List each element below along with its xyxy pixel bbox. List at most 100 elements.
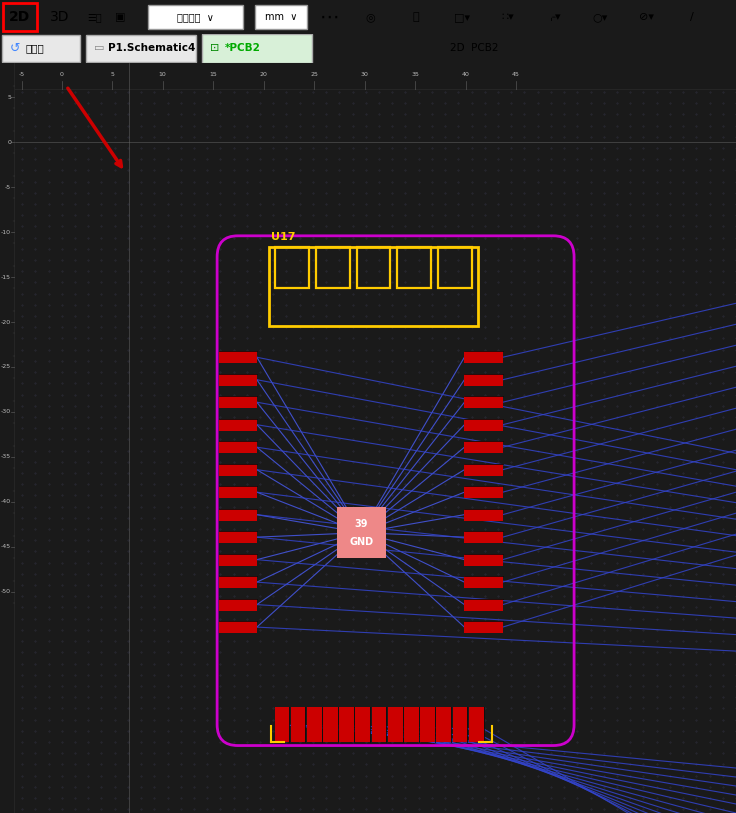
Bar xyxy=(355,707,370,741)
Bar xyxy=(148,5,243,29)
Text: 40: 40 xyxy=(461,72,470,76)
Text: 30: 30 xyxy=(361,72,369,76)
Text: /: / xyxy=(690,12,694,22)
Text: -5: -5 xyxy=(19,72,25,76)
Bar xyxy=(219,486,257,498)
Bar xyxy=(275,247,309,289)
Text: -25: -25 xyxy=(1,364,11,369)
Text: P1.Schematic4: P1.Schematic4 xyxy=(108,43,195,54)
Bar xyxy=(438,247,472,289)
Bar xyxy=(275,707,289,741)
Bar xyxy=(356,247,390,289)
Text: ☰⌕: ☰⌕ xyxy=(88,12,102,22)
Bar xyxy=(464,441,503,453)
Text: 0: 0 xyxy=(60,72,63,76)
Bar xyxy=(219,621,257,633)
Text: ◎: ◎ xyxy=(365,12,375,22)
Bar xyxy=(397,247,431,289)
Bar xyxy=(464,396,503,408)
Bar xyxy=(219,419,257,431)
Text: -30: -30 xyxy=(1,410,11,415)
Bar xyxy=(404,707,419,741)
Bar xyxy=(464,554,503,566)
Bar xyxy=(372,707,386,741)
Bar xyxy=(219,531,257,543)
Bar xyxy=(2,35,80,63)
Bar xyxy=(219,441,257,453)
Text: 2D: 2D xyxy=(10,10,31,24)
Bar xyxy=(464,531,503,543)
Text: -5: -5 xyxy=(5,185,11,189)
Bar xyxy=(219,509,257,520)
Bar xyxy=(464,621,503,633)
Bar xyxy=(464,374,503,385)
Text: 5: 5 xyxy=(7,94,11,100)
Bar xyxy=(307,707,322,741)
Bar xyxy=(436,707,451,741)
Text: 5: 5 xyxy=(110,72,114,76)
Bar xyxy=(219,374,257,385)
Text: ⤶: ⤶ xyxy=(413,12,420,22)
Bar xyxy=(219,351,257,363)
Text: 开始页: 开始页 xyxy=(26,43,45,54)
Text: *PCB2: *PCB2 xyxy=(225,43,261,54)
Text: 20: 20 xyxy=(260,72,267,76)
Text: U17: U17 xyxy=(271,232,295,241)
Bar xyxy=(269,247,478,326)
Bar xyxy=(219,598,257,611)
Text: -45: -45 xyxy=(1,545,11,550)
Bar xyxy=(202,34,312,63)
Bar xyxy=(453,707,467,741)
Bar xyxy=(464,509,503,520)
Text: -20: -20 xyxy=(1,320,11,324)
Bar xyxy=(255,5,307,29)
Text: 25: 25 xyxy=(310,72,318,76)
Text: ▣: ▣ xyxy=(115,12,125,22)
Bar xyxy=(219,576,257,588)
Text: -10: -10 xyxy=(1,229,11,235)
Text: 35: 35 xyxy=(411,72,419,76)
Bar xyxy=(337,507,386,559)
Text: -40: -40 xyxy=(1,499,11,504)
Text: ⋯: ⋯ xyxy=(320,7,340,27)
Text: ∷▾: ∷▾ xyxy=(502,12,514,22)
Text: 正常亮度  ∨: 正常亮度 ∨ xyxy=(177,12,213,22)
Bar xyxy=(219,396,257,408)
Text: ○▾: ○▾ xyxy=(592,12,608,22)
Bar xyxy=(464,576,503,588)
Text: 3D: 3D xyxy=(50,10,70,24)
Text: ⌌▾: ⌌▾ xyxy=(547,12,562,22)
Text: 2D  PCB2: 2D PCB2 xyxy=(450,43,498,54)
Bar xyxy=(316,247,350,289)
Text: □▾: □▾ xyxy=(454,12,470,22)
Bar xyxy=(219,554,257,566)
Bar xyxy=(464,598,503,611)
Bar xyxy=(219,463,257,476)
Bar xyxy=(464,486,503,498)
Text: 39: 39 xyxy=(355,519,368,528)
Text: -35: -35 xyxy=(1,454,11,459)
Text: -50: -50 xyxy=(1,589,11,594)
Bar xyxy=(86,35,196,63)
Text: ▭: ▭ xyxy=(94,43,105,54)
Text: GND: GND xyxy=(350,537,373,546)
Text: ⊘▾: ⊘▾ xyxy=(639,12,654,22)
Bar xyxy=(464,463,503,476)
Text: 0: 0 xyxy=(7,140,11,145)
Text: ⊡: ⊡ xyxy=(210,43,219,54)
Bar xyxy=(464,419,503,431)
Bar xyxy=(339,707,354,741)
Bar xyxy=(388,707,403,741)
Text: ↺: ↺ xyxy=(10,41,21,54)
Text: -15: -15 xyxy=(1,275,11,280)
Bar xyxy=(420,707,435,741)
Text: 45: 45 xyxy=(512,72,520,76)
Bar xyxy=(323,707,338,741)
Text: 15: 15 xyxy=(209,72,217,76)
Bar xyxy=(469,707,484,741)
Text: 10: 10 xyxy=(159,72,166,76)
Bar xyxy=(3,3,37,31)
Bar xyxy=(291,707,305,741)
Text: mm  ∨: mm ∨ xyxy=(265,12,297,22)
Bar xyxy=(464,351,503,363)
